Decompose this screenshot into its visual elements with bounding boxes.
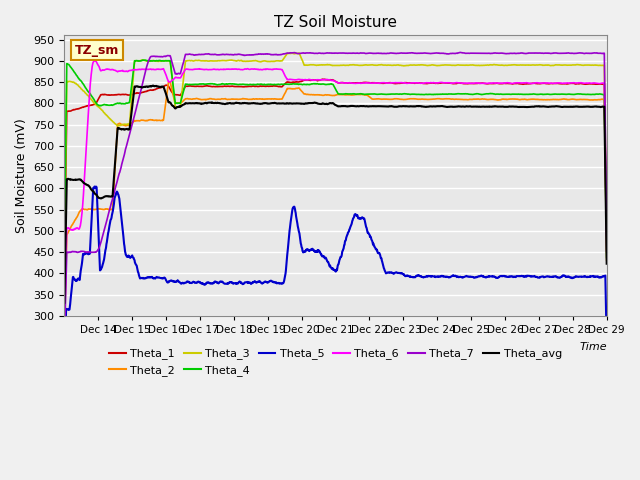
Title: TZ Soil Moisture: TZ Soil Moisture: [274, 15, 397, 30]
Theta_7: [456, 49, 464, 55]
Theta_6: [339, 80, 346, 86]
Theta_4: [603, 254, 611, 260]
Theta_4: [435, 92, 442, 97]
Theta_5: [435, 274, 442, 280]
Theta_4: [61, 238, 68, 244]
Line: Theta_2: Theta_2: [65, 82, 607, 333]
Theta_5: [339, 249, 346, 255]
Theta_4: [141, 57, 149, 63]
Theta_2: [603, 257, 611, 263]
Theta_7: [338, 50, 346, 56]
Theta_avg: [339, 103, 346, 109]
Theta_1: [435, 81, 442, 86]
Theta_1: [61, 263, 68, 269]
Text: TZ_sm: TZ_sm: [76, 44, 120, 57]
Theta_2: [164, 79, 172, 85]
Theta_avg: [603, 261, 611, 266]
Theta_avg: [61, 300, 68, 306]
Line: Theta_3: Theta_3: [65, 53, 607, 251]
Theta_6: [71, 227, 79, 232]
Legend: Theta_1, Theta_2, Theta_3, Theta_4, Theta_5, Theta_6, Theta_7, Theta_avg: Theta_1, Theta_2, Theta_3, Theta_4, Thet…: [105, 344, 566, 380]
Theta_3: [295, 50, 303, 56]
Theta_5: [158, 276, 166, 281]
Theta_3: [71, 80, 79, 86]
Theta_avg: [306, 100, 314, 106]
Theta_4: [568, 92, 576, 97]
Theta_7: [61, 338, 68, 344]
Theta_5: [568, 276, 576, 281]
Theta_1: [71, 107, 79, 113]
Theta_avg: [568, 104, 576, 110]
Theta_4: [339, 91, 346, 97]
Theta_6: [306, 77, 314, 83]
Theta_7: [306, 50, 314, 56]
Line: Theta_5: Theta_5: [65, 187, 607, 376]
Theta_7: [568, 50, 576, 56]
Theta_1: [603, 249, 611, 254]
Theta_6: [435, 80, 442, 85]
Line: Theta_1: Theta_1: [65, 79, 607, 266]
Theta_5: [306, 247, 314, 253]
Theta_3: [306, 62, 314, 68]
Text: Time: Time: [579, 342, 607, 352]
Theta_5: [71, 276, 79, 282]
Theta_1: [339, 80, 346, 85]
Theta_3: [568, 62, 576, 68]
Theta_avg: [71, 177, 79, 183]
Theta_1: [568, 81, 576, 86]
Theta_6: [92, 58, 99, 63]
Line: Theta_4: Theta_4: [65, 60, 607, 257]
Theta_avg: [158, 84, 166, 89]
Theta_3: [603, 239, 611, 245]
Theta_6: [158, 66, 166, 72]
Theta_2: [435, 96, 442, 102]
Theta_6: [61, 325, 68, 331]
Theta_4: [306, 82, 314, 87]
Theta_2: [339, 92, 346, 97]
Theta_1: [157, 84, 165, 90]
Theta_3: [61, 248, 68, 253]
Theta_5: [91, 184, 99, 190]
Theta_5: [61, 373, 68, 379]
Theta_avg: [149, 83, 157, 88]
Theta_7: [603, 232, 611, 238]
Theta_2: [157, 118, 165, 123]
Theta_5: [603, 340, 611, 346]
Y-axis label: Soil Moisture (mV): Soil Moisture (mV): [15, 118, 28, 233]
Theta_2: [306, 92, 314, 97]
Theta_7: [71, 249, 79, 254]
Line: Theta_6: Theta_6: [65, 60, 607, 328]
Line: Theta_avg: Theta_avg: [65, 85, 607, 303]
Theta_7: [435, 50, 442, 56]
Theta_avg: [435, 103, 442, 109]
Line: Theta_7: Theta_7: [65, 52, 607, 341]
Theta_7: [157, 54, 165, 60]
Theta_2: [71, 218, 79, 224]
Theta_1: [319, 76, 326, 82]
Theta_4: [71, 70, 79, 75]
Theta_2: [568, 96, 576, 102]
Theta_4: [158, 58, 166, 64]
Theta_3: [157, 58, 165, 64]
Theta_3: [339, 62, 346, 68]
Theta_6: [603, 248, 611, 254]
Theta_2: [61, 330, 68, 336]
Theta_1: [306, 77, 314, 83]
Theta_6: [568, 80, 576, 86]
Theta_3: [435, 63, 442, 69]
